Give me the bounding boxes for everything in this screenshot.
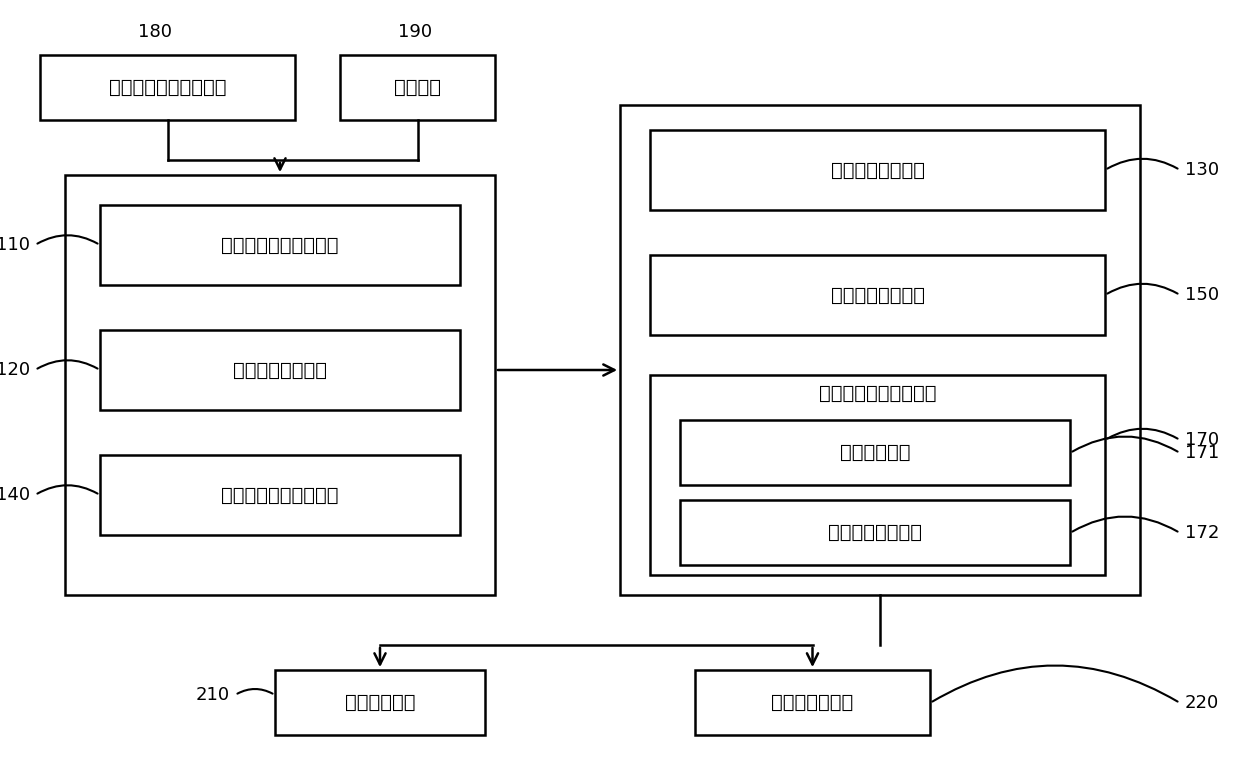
Bar <box>340 55 495 120</box>
Text: 存储模块: 存储模块 <box>394 78 441 97</box>
Bar <box>100 455 460 535</box>
Bar <box>100 205 460 285</box>
Bar <box>650 255 1105 335</box>
Text: 220: 220 <box>1185 694 1219 712</box>
Bar <box>275 670 485 735</box>
Text: 190: 190 <box>398 23 432 41</box>
Text: 130: 130 <box>1185 161 1219 179</box>
Text: 170: 170 <box>1185 431 1219 449</box>
Text: 140: 140 <box>0 486 30 504</box>
Bar <box>650 130 1105 210</box>
Text: 图像显示模块: 图像显示模块 <box>345 693 415 712</box>
Bar <box>64 175 495 595</box>
Text: 冠脉影像提供模块: 冠脉影像提供模块 <box>233 361 327 379</box>
Text: 冠脉模型分段模块: 冠脉模型分段模块 <box>831 160 925 180</box>
Text: 120: 120 <box>0 361 30 379</box>
Text: 牛眼图生成模块: 牛眼图生成模块 <box>771 693 853 712</box>
Text: 210: 210 <box>196 686 229 704</box>
Text: 172: 172 <box>1185 524 1219 542</box>
Bar <box>620 105 1140 595</box>
Text: 171: 171 <box>1185 444 1219 462</box>
Text: 缺血程度计算单元: 缺血程度计算单元 <box>828 523 923 542</box>
Text: 150: 150 <box>1185 286 1219 304</box>
Text: 心肌网格模型提供模块: 心肌网格模型提供模块 <box>221 235 339 254</box>
Text: 分段供血数据模块: 分段供血数据模块 <box>831 285 925 305</box>
Text: 心肌网格模型构造模块: 心肌网格模型构造模块 <box>109 78 226 97</box>
Text: 180: 180 <box>138 23 172 41</box>
Text: 110: 110 <box>0 236 30 254</box>
Bar <box>680 420 1070 485</box>
Bar <box>694 670 930 735</box>
Text: 距离计算单元: 距离计算单元 <box>839 443 910 462</box>
Bar <box>40 55 295 120</box>
Text: 冠脉供血数据提供模块: 冠脉供血数据提供模块 <box>221 486 339 504</box>
Text: 心肌缺血程度计算模块: 心肌缺血程度计算模块 <box>818 383 936 402</box>
Bar <box>100 330 460 410</box>
Bar <box>650 375 1105 575</box>
Bar <box>680 500 1070 565</box>
